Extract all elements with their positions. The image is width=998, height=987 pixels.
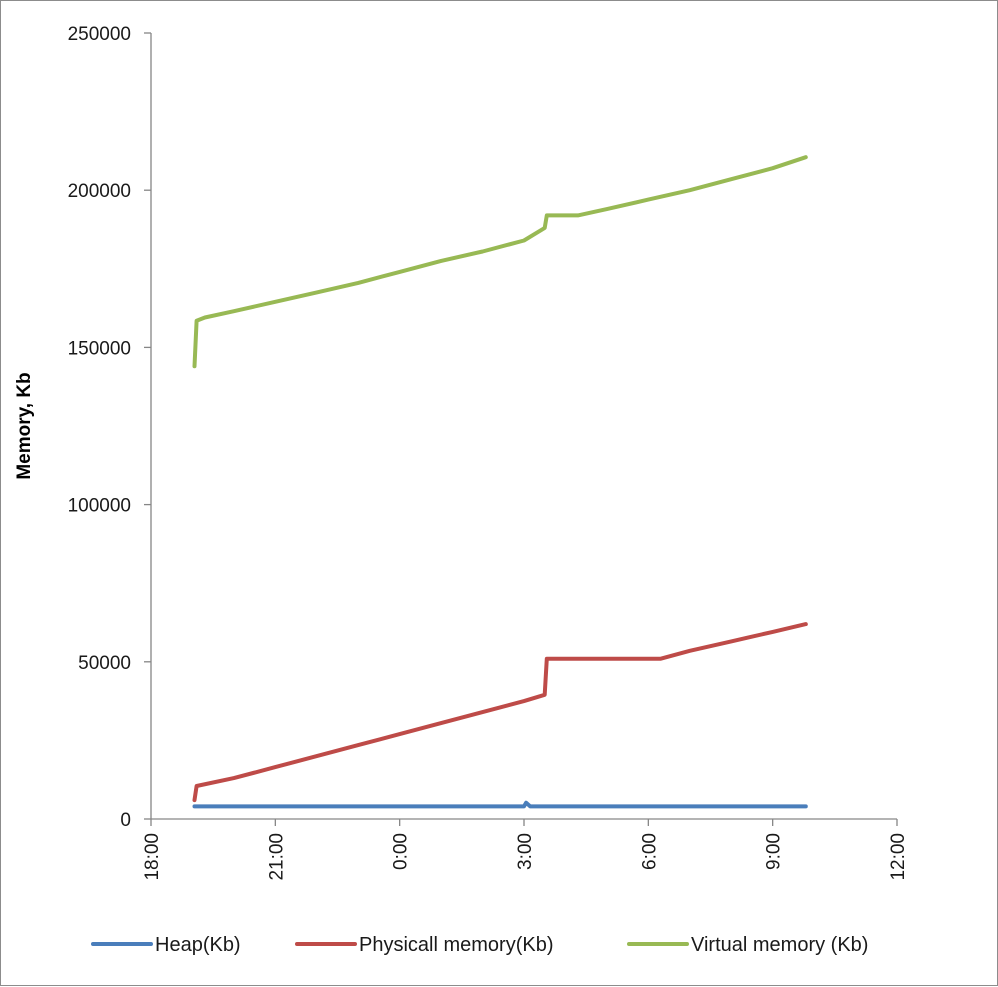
legend-label: Virtual memory (Kb) — [691, 934, 868, 956]
y-tick-label: 0 — [120, 810, 131, 831]
x-tick-label: 18:00 — [142, 833, 163, 881]
y-axis-title: Memory, Kb — [14, 372, 35, 479]
x-tick-label: 9:00 — [764, 833, 785, 870]
series-line-3 — [192, 155, 808, 369]
series-line-1 — [192, 800, 808, 809]
y-tick-label: 150000 — [68, 338, 131, 359]
x-tick-label: 0:00 — [391, 833, 412, 870]
legend: Heap(Kb) Physicall memory(Kb) Virtual memo… — [91, 934, 868, 956]
y-axis: 0 50000 100000 150000 200000 250000 — [68, 24, 152, 831]
series-line-2 — [192, 622, 808, 803]
legend-label: Heap(Kb) — [155, 934, 241, 956]
y-tick-label: 250000 — [68, 24, 131, 45]
x-tick-label: 6:00 — [639, 833, 660, 870]
x-tick-label: 12:00 — [888, 833, 909, 881]
y-tick-label: 100000 — [68, 496, 131, 517]
legend-label: Physicall memory(Kb) — [359, 934, 553, 956]
x-axis: 18:00 21:00 0:00 3:00 6:00 9:00 12:00 — [142, 818, 909, 881]
y-tick-label: 200000 — [68, 181, 131, 202]
series-layer — [192, 155, 808, 809]
y-tick-label: 50000 — [78, 653, 131, 674]
x-tick-label: 3:00 — [515, 833, 536, 870]
x-tick-label: 21:00 — [266, 833, 287, 881]
